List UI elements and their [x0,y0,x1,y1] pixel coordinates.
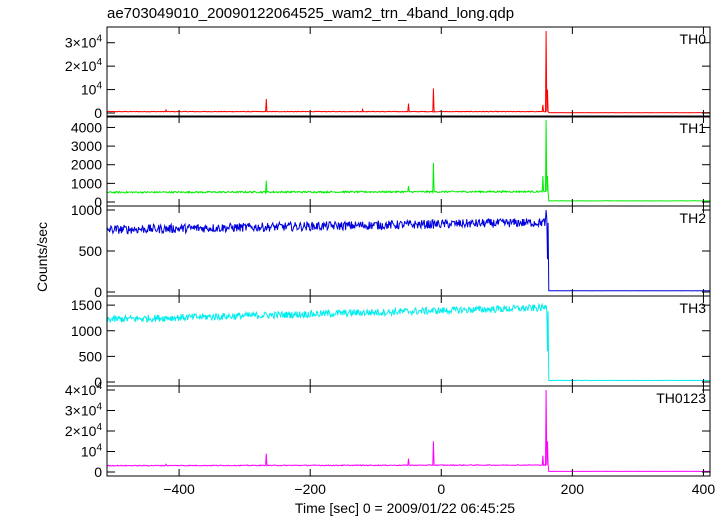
series-line-th1 [106,119,711,202]
y-tick-label: 0 [94,194,102,210]
panel-th3: 0 500 1000 1500 TH3 [71,295,711,390]
panel-label-th0: TH0 [680,31,707,47]
series-line-th2 [106,209,711,292]
y-tick-label: 0 [94,464,102,480]
panel-label-th0123: TH0123 [656,390,706,406]
y-tick-label: 3×104 [65,402,103,419]
series-line-th0 [106,30,710,114]
series-line-th0123 [106,389,710,472]
y-tick-label: 2×104 [65,57,103,74]
y-tick-label: 4×104 [65,381,103,398]
x-tick-label: −400 [163,481,195,497]
y-tick-label: 1500 [71,297,102,313]
y-tick-label: 1000 [71,323,102,339]
x-tick-label: 0 [437,481,445,497]
x-axis-label: Time [sec] 0 = 2009/01/22 06:45:25 [295,500,515,516]
y-tick-label: 500 [79,243,103,259]
x-tick-label: 200 [561,481,585,497]
y-tick-label: 104 [81,81,103,98]
y-tick-label: 104 [81,443,103,460]
y-tick-label: 0 [94,374,102,390]
y-tick-label: 1000 [71,175,102,191]
y-tick-label: 0 [94,284,102,300]
panel-frame [106,26,711,118]
y-tick-label: 3000 [71,138,102,154]
panel-th0123: 0 104 2×104 3×104 4×104 −400 −200 0 200 400 TH0123 [65,381,715,497]
panel-th2: 0 500 1000 TH2 [71,202,711,300]
x-tick-label: 400 [692,481,716,497]
x-tick-label: −200 [294,481,326,497]
y-tick-label: 4000 [71,119,102,135]
y-tick-label: 0 [94,105,102,121]
y-tick-label: 2×104 [65,422,103,439]
series-line-th3 [106,302,711,382]
y-axis-label: Counts/sec [34,222,50,292]
panel-label-th1: TH1 [680,120,707,136]
y-tick-label: 3×104 [65,34,103,51]
y-tick-label: 2000 [71,157,102,173]
y-tick-label: 1000 [71,202,102,218]
chart-title: ae703049010_20090122064525_wam2_trn_4ban… [107,5,514,22]
panel-label-th2: TH2 [680,210,707,226]
panel-label-th3: TH3 [680,300,707,316]
y-tick-label: 500 [79,348,103,364]
